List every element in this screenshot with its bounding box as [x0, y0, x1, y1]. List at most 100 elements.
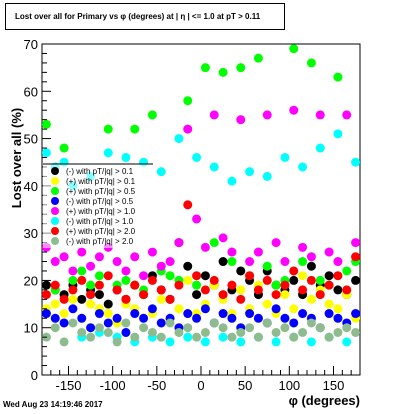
data-point — [271, 290, 281, 300]
data-point — [103, 299, 113, 309]
legend-label: (-) with pT/|q| > 2.0 — [66, 237, 134, 246]
data-point — [227, 280, 237, 290]
x-axis-label: φ (degrees) — [289, 393, 360, 408]
data-point — [130, 252, 140, 262]
data-point — [218, 233, 228, 243]
data-point — [94, 271, 104, 281]
data-point — [253, 313, 263, 323]
legend-label: (-) with pT/|q| > 0.1 — [66, 167, 134, 176]
data-point — [121, 275, 131, 285]
data-point — [174, 327, 184, 337]
data-point — [333, 257, 343, 267]
data-point — [59, 252, 69, 262]
data-point — [41, 290, 51, 300]
data-point — [236, 327, 246, 337]
x-tick-label: 100 — [278, 378, 300, 393]
data-point — [183, 261, 193, 271]
data-point — [209, 275, 219, 285]
data-point — [280, 257, 290, 267]
data-point — [77, 294, 87, 304]
data-point — [306, 261, 316, 271]
data-point — [324, 247, 334, 257]
legend-marker — [51, 227, 59, 235]
data-point — [77, 313, 87, 323]
data-point — [324, 332, 334, 342]
data-point — [262, 275, 272, 285]
data-point — [130, 309, 140, 319]
x-tick-label: 150 — [323, 378, 345, 393]
data-point — [139, 290, 149, 300]
legend: (-) with pT/|q| > 0.1(+) with pT/|q| > 0… — [43, 163, 153, 248]
data-point — [227, 257, 237, 267]
x-tick-label: 50 — [238, 378, 252, 393]
data-point — [218, 332, 228, 342]
data-point — [253, 53, 263, 63]
y-tick-label: 10 — [24, 321, 38, 336]
data-point — [50, 323, 60, 333]
data-point — [68, 285, 78, 295]
data-point — [280, 290, 290, 300]
data-point — [315, 143, 325, 153]
data-point — [209, 162, 219, 172]
data-point — [77, 275, 87, 285]
data-point — [227, 332, 237, 342]
data-point — [280, 323, 290, 333]
data-point — [121, 152, 131, 162]
data-point — [192, 214, 202, 224]
data-point — [271, 327, 281, 337]
y-tick-label: 50 — [24, 132, 38, 147]
data-point — [103, 309, 113, 319]
data-point — [306, 337, 316, 347]
data-point — [59, 309, 69, 319]
data-point — [333, 327, 343, 337]
data-point — [192, 290, 202, 300]
data-point — [200, 242, 210, 252]
data-point — [262, 261, 272, 271]
data-point — [262, 171, 272, 181]
chart-title-box: Lost over all for Primary vs φ (degrees)… — [5, 3, 285, 30]
data-point — [174, 238, 184, 248]
data-point — [94, 309, 104, 319]
data-point — [333, 285, 343, 295]
data-point — [156, 167, 166, 177]
data-point — [68, 294, 78, 304]
data-point — [139, 271, 149, 281]
data-point — [200, 327, 210, 337]
data-point — [342, 266, 352, 276]
data-point — [351, 327, 361, 337]
data-point — [130, 332, 140, 342]
data-point — [50, 299, 60, 309]
data-point — [280, 280, 290, 290]
data-point — [112, 313, 122, 323]
data-point — [174, 134, 184, 144]
legend-marker — [51, 207, 59, 215]
legend-marker — [51, 217, 59, 225]
data-point — [245, 271, 255, 281]
timestamp: Wed Aug 23 14:19:46 2017 — [3, 400, 103, 409]
data-point — [68, 275, 78, 285]
data-point — [59, 318, 69, 328]
data-point — [218, 257, 228, 267]
data-point — [192, 280, 202, 290]
data-point — [298, 309, 308, 319]
data-point — [121, 266, 131, 276]
data-point — [192, 271, 202, 281]
y-tick-label: 70 — [24, 37, 38, 52]
data-point — [236, 266, 246, 276]
data-point — [112, 337, 122, 347]
data-point — [298, 257, 308, 267]
data-point — [41, 280, 51, 290]
data-point — [271, 337, 281, 347]
data-point — [59, 294, 69, 304]
data-point — [103, 318, 113, 328]
data-point — [103, 271, 113, 281]
data-point — [94, 323, 104, 333]
data-point — [236, 294, 246, 304]
data-point — [183, 124, 193, 134]
data-point — [200, 271, 210, 281]
data-point — [59, 337, 69, 347]
data-point — [289, 304, 299, 314]
data-point — [253, 332, 263, 342]
y-tick-label: 40 — [24, 179, 38, 194]
data-point — [289, 105, 299, 115]
